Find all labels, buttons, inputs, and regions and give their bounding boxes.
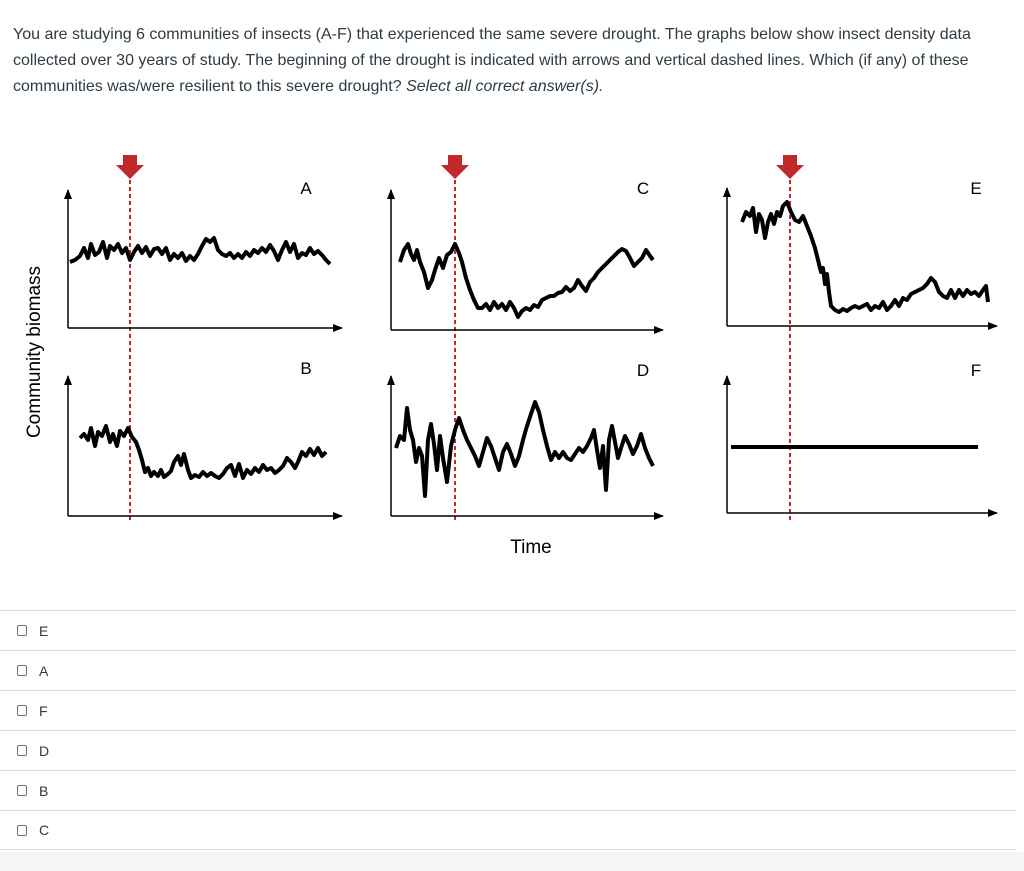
question-body: You are studying 6 communities of insect… [13,26,971,95]
drought-arrow [776,155,804,179]
panel-b: B [64,359,343,520]
drought-arrow [441,155,469,179]
panel-label: E [970,179,981,198]
checkbox[interactable] [17,785,27,796]
x-axis-label: Time [510,537,552,558]
panel-label: A [300,179,312,198]
biomass-trace [740,200,990,314]
answer-option-f[interactable]: F [0,690,1016,730]
drought-figure: Community biomass Time A B C D [24,155,998,558]
answer-label: E [39,622,49,639]
checkbox[interactable] [17,745,27,756]
answer-label: D [39,742,50,759]
answer-option-a[interactable]: A [0,650,1016,690]
panel-d: D [387,361,664,520]
answer-label: A [39,662,49,679]
answer-list: E A F D B C [0,610,1016,850]
panel-a: A [64,179,343,332]
checkbox[interactable] [17,705,27,716]
question-instruction: Select all correct answer(s). [406,78,604,95]
y-axis-label: Community biomass [24,266,45,438]
answer-label: B [39,782,49,799]
drought-arrow [116,155,144,179]
answer-option-e[interactable]: E [0,610,1016,650]
biomass-trace [394,400,655,498]
answer-label: C [39,822,50,838]
biomass-trace [69,236,332,266]
biomass-trace [398,242,655,319]
bottom-bar [0,852,1024,871]
answer-option-c[interactable]: C [0,810,1016,850]
panel-label: F [971,361,981,380]
checkbox[interactable] [17,665,27,676]
answer-option-b[interactable]: B [0,770,1016,810]
panel-c: C [387,179,664,334]
checkbox[interactable] [17,824,27,836]
answer-option-d[interactable]: D [0,730,1016,770]
panel-label: C [637,179,649,198]
panel-f: F [723,361,998,517]
question-text: You are studying 6 communities of insect… [13,22,1018,100]
checkbox[interactable] [17,625,27,636]
panel-e: E [723,179,998,330]
biomass-trace [78,424,328,480]
answer-label: F [39,702,48,719]
panel-label: D [637,361,649,380]
panel-label: B [300,359,311,378]
